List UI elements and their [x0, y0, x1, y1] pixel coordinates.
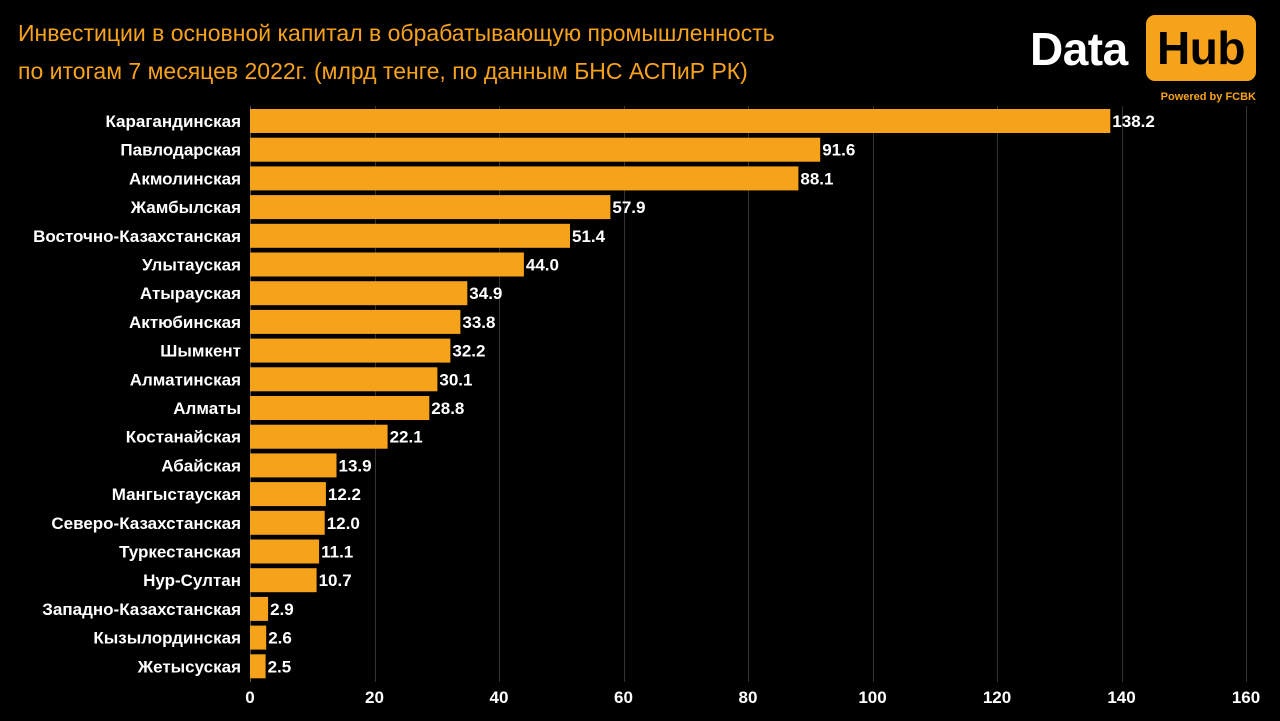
bar-8	[250, 309, 461, 334]
value-label-12: 22.1	[390, 428, 423, 447]
bar-19	[250, 625, 267, 650]
value-label-20: 2.5	[268, 657, 292, 676]
logo-hub-box: Hub	[1146, 15, 1256, 81]
bar-16	[250, 539, 320, 564]
category-label-18: Западно-Казахстанская	[42, 600, 241, 619]
value-label-6: 44.0	[526, 256, 559, 275]
category-label-4: Жамбылская	[130, 198, 241, 217]
bar-11	[250, 396, 430, 420]
category-label-9: Шымкент	[160, 342, 241, 361]
logo-word-data: Data	[1030, 23, 1128, 75]
value-label-19: 2.6	[268, 629, 292, 648]
bar-2	[250, 137, 821, 162]
bar-14	[250, 482, 326, 507]
x-tick-label-40: 40	[490, 688, 509, 707]
bar-12	[250, 424, 388, 449]
bar-15	[250, 510, 325, 535]
x-tick-label-140: 140	[1107, 688, 1135, 707]
value-label-7: 34.9	[469, 284, 502, 303]
value-label-4: 57.9	[612, 198, 645, 217]
bar-6	[250, 252, 524, 277]
bar-3	[250, 166, 799, 191]
x-tick-label-60: 60	[614, 688, 633, 707]
x-tick-label-80: 80	[739, 688, 758, 707]
chart-title-line1: Инвестиции в основной капитал в обрабаты…	[18, 20, 775, 46]
logo-subtitle: Powered by FCBK	[1160, 91, 1256, 103]
category-label-1: Карагандинская	[105, 112, 241, 131]
value-label-9: 32.2	[452, 342, 485, 361]
category-label-6: Улытауская	[142, 256, 241, 275]
value-label-10: 30.1	[439, 370, 472, 389]
category-label-19: Кызылординская	[93, 629, 241, 648]
value-label-11: 28.8	[431, 399, 464, 418]
logo-word-hub: Hub	[1157, 22, 1245, 74]
bar-7	[250, 281, 468, 306]
bar-13	[250, 453, 337, 478]
bar-9	[250, 338, 451, 363]
value-label-16: 11.1	[321, 543, 353, 562]
chart-title-line2: по итогам 7 месяцев 2022г. (млрд тенге, …	[18, 58, 748, 84]
category-label-3: Акмолинская	[129, 169, 241, 188]
bar-17	[250, 568, 317, 593]
x-tick-label-100: 100	[858, 688, 886, 707]
category-label-10: Алматинская	[130, 370, 241, 389]
x-tick-label-0: 0	[245, 688, 254, 707]
category-label-16: Туркестанская	[119, 543, 241, 562]
datahub-logo: Data Hub Powered by FCBK	[1030, 14, 1260, 106]
bar-18	[250, 596, 269, 621]
category-label-15: Северо-Казахстанская	[51, 514, 241, 533]
value-label-18: 2.9	[270, 600, 294, 619]
value-label-5: 51.4	[572, 227, 606, 246]
category-label-11: Алматы	[173, 399, 241, 418]
bar-10	[250, 367, 438, 392]
chart-title: Инвестиции в основной капитал в обрабаты…	[18, 14, 978, 90]
x-tick-label-20: 20	[365, 688, 384, 707]
x-tick-label-160: 160	[1232, 688, 1260, 707]
value-label-13: 13.9	[339, 456, 372, 475]
value-label-3: 88.1	[800, 169, 833, 188]
category-label-12: Костанайская	[126, 428, 241, 447]
value-label-14: 12.2	[328, 485, 361, 504]
category-label-14: Мангыстауская	[112, 485, 241, 504]
value-label-17: 10.7	[319, 571, 352, 590]
category-label-8: Актюбинская	[129, 313, 241, 332]
category-label-17: Нур-Султан	[143, 571, 241, 590]
bar-1	[250, 109, 1111, 133]
bar-5	[250, 223, 570, 248]
category-label-5: Восточно-Казахстанская	[33, 227, 241, 246]
category-label-2: Павлодарская	[120, 141, 241, 160]
value-label-2: 91.6	[822, 141, 855, 160]
value-label-15: 12.0	[327, 514, 360, 533]
value-label-1: 138.2	[1112, 112, 1155, 131]
x-tick-label-120: 120	[983, 688, 1011, 707]
bar-20	[250, 654, 266, 679]
category-label-7: Атырауская	[140, 284, 241, 303]
category-label-20: Жетысуская	[137, 657, 241, 676]
value-label-8: 33.8	[462, 313, 495, 332]
category-label-13: Абайская	[161, 456, 241, 475]
bar-4	[250, 195, 611, 220]
